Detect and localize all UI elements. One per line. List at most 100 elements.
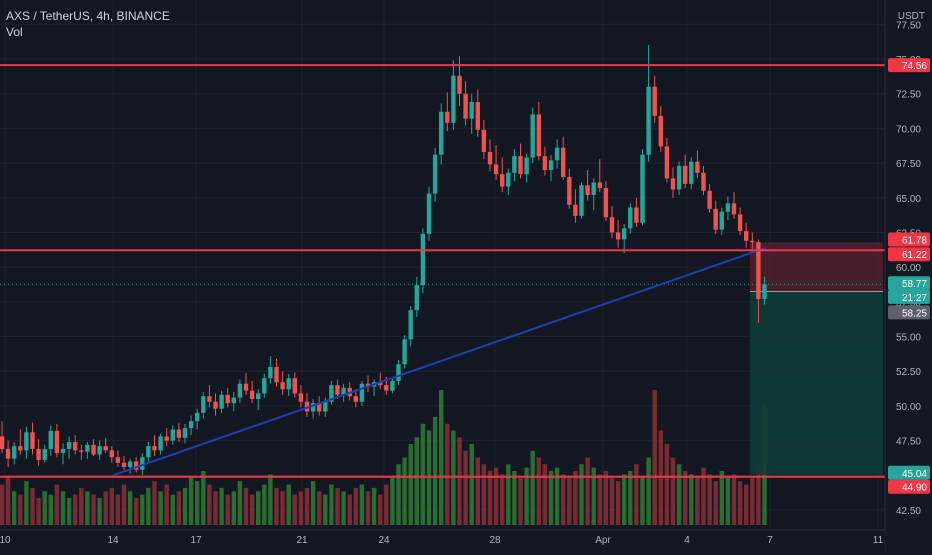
volume-bar bbox=[310, 481, 316, 525]
candle-body bbox=[585, 185, 590, 195]
candle-body bbox=[274, 367, 279, 383]
candle-body bbox=[500, 174, 505, 187]
candle-body bbox=[36, 448, 41, 461]
volume-bar bbox=[176, 491, 182, 525]
volume-bar bbox=[359, 484, 365, 525]
take-profit-zone[interactable] bbox=[750, 291, 883, 475]
time-axis[interactable] bbox=[0, 530, 885, 550]
candle-body bbox=[750, 240, 755, 243]
candle-body bbox=[280, 382, 285, 390]
candle-body bbox=[420, 233, 426, 286]
volume-bar bbox=[689, 474, 694, 525]
candle-body bbox=[48, 430, 53, 449]
volume-indicator-label: Vol bbox=[6, 25, 23, 39]
volume-bar bbox=[646, 457, 651, 525]
volume-bar bbox=[243, 487, 249, 525]
candle-body bbox=[335, 385, 340, 395]
volume-bar bbox=[683, 471, 688, 525]
volume-bar bbox=[512, 471, 517, 525]
candle-body bbox=[426, 193, 432, 234]
candle-body bbox=[323, 401, 328, 412]
volume-bar bbox=[445, 423, 450, 525]
volume-bar bbox=[402, 457, 407, 525]
candle-body bbox=[384, 385, 389, 391]
volume-bar bbox=[579, 464, 584, 525]
candle-body bbox=[628, 207, 633, 229]
volume-bar bbox=[439, 390, 444, 525]
candle-body bbox=[744, 231, 749, 241]
price-tag-stop-bg bbox=[888, 232, 930, 247]
candle-body bbox=[66, 442, 72, 449]
volume-bar bbox=[5, 477, 11, 525]
price-tick-label: 67.50 bbox=[896, 159, 921, 170]
volume-bar bbox=[634, 464, 639, 525]
volume-bar bbox=[73, 494, 78, 525]
candle-body bbox=[121, 462, 127, 467]
trend-line[interactable] bbox=[112, 246, 767, 477]
price-scale[interactable] bbox=[885, 0, 932, 550]
candle-body bbox=[170, 429, 175, 441]
candle-body bbox=[713, 208, 718, 230]
candle-body bbox=[536, 114, 541, 157]
candle-body bbox=[756, 242, 761, 300]
volume-bar bbox=[561, 474, 566, 525]
volume-bar bbox=[414, 437, 419, 525]
candle-body bbox=[79, 450, 84, 452]
price-tag-last: 58.77 bbox=[902, 279, 927, 290]
candle-body bbox=[463, 93, 468, 119]
volume-bar bbox=[707, 474, 712, 525]
volume-bar bbox=[109, 487, 114, 525]
price-tag-stop: 61.78 bbox=[902, 235, 927, 246]
volume-bar bbox=[30, 487, 35, 525]
candle-body bbox=[622, 228, 627, 240]
price-tick-label: 55.00 bbox=[896, 333, 921, 344]
volume-bar bbox=[469, 444, 474, 525]
volume-bar bbox=[195, 481, 200, 525]
volume-bar bbox=[432, 417, 438, 525]
candle-body bbox=[97, 446, 102, 455]
volume-bar bbox=[573, 471, 578, 525]
candle-body bbox=[707, 190, 712, 209]
volume-bar bbox=[457, 437, 462, 525]
price-tick-label: 47.50 bbox=[896, 437, 921, 448]
volume-bar bbox=[353, 487, 358, 525]
candle-body bbox=[378, 382, 383, 386]
price-tick-label: 60.00 bbox=[896, 263, 921, 274]
volume-bar bbox=[115, 494, 121, 525]
volume-bar bbox=[134, 498, 139, 525]
candle-body bbox=[487, 151, 493, 165]
candle-body bbox=[12, 446, 17, 459]
price-tag-resistance-bg bbox=[888, 58, 930, 73]
candle-body bbox=[24, 432, 29, 451]
volume-bar bbox=[170, 494, 175, 525]
volume-bar bbox=[481, 464, 487, 525]
volume-bar bbox=[701, 467, 706, 525]
candle-body bbox=[664, 146, 670, 179]
volume-bar bbox=[298, 491, 304, 525]
volume-bar bbox=[146, 487, 151, 525]
volume-bar bbox=[213, 491, 218, 525]
volume-bar bbox=[676, 464, 682, 525]
volume-bar bbox=[237, 481, 243, 525]
candle-body bbox=[5, 448, 11, 459]
volume-bar bbox=[103, 491, 108, 525]
volume-bar bbox=[463, 450, 468, 525]
candle-body bbox=[176, 429, 182, 438]
volume-bar bbox=[731, 474, 737, 525]
candle-body bbox=[219, 394, 224, 409]
candle-body bbox=[615, 232, 621, 240]
candle-body bbox=[408, 310, 413, 340]
time-axis-label: 7 bbox=[767, 535, 773, 546]
candle-body bbox=[414, 285, 419, 311]
volume-bar bbox=[493, 467, 499, 525]
candle-body bbox=[481, 129, 487, 152]
price-tag-entry-level-bg bbox=[888, 247, 930, 262]
volume-bar bbox=[487, 471, 493, 525]
volume-bar bbox=[603, 471, 609, 525]
candle-body bbox=[109, 450, 114, 458]
volume-bar bbox=[750, 477, 755, 525]
volume-bar bbox=[628, 471, 633, 525]
volume-bar bbox=[262, 484, 267, 525]
